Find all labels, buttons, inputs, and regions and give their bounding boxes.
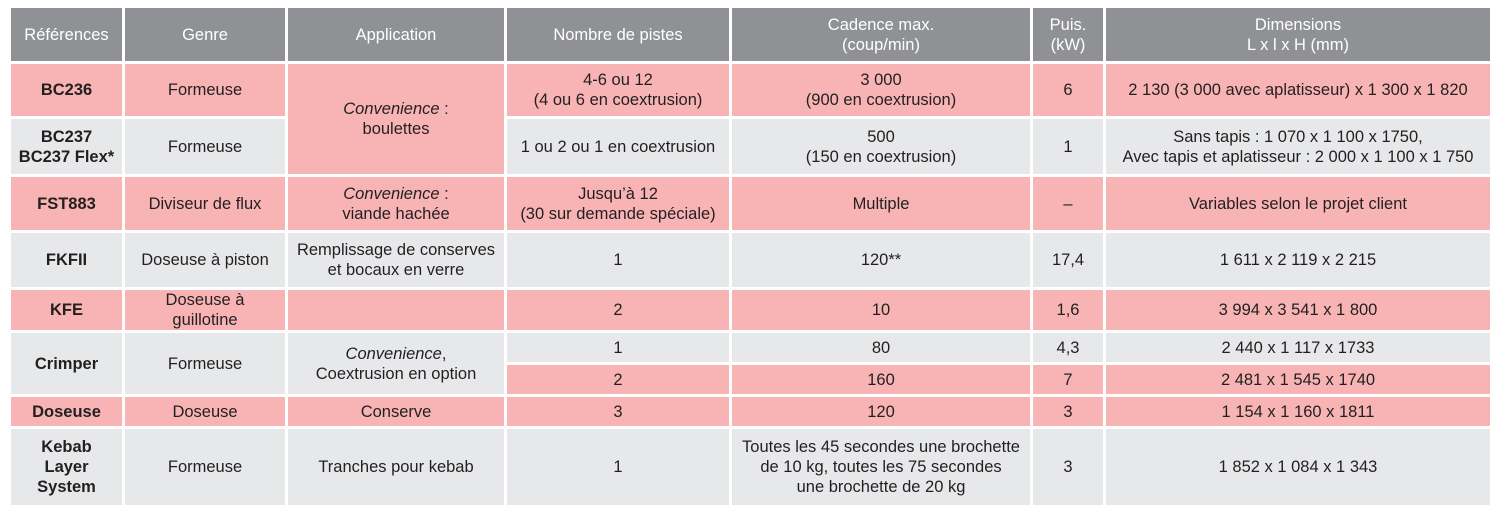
cell-puissance: 6 <box>1033 64 1103 116</box>
cell-dimensions: 3 994 x 3 541 x 1 800 <box>1106 290 1490 330</box>
cell-cadence: 120 <box>732 397 1030 426</box>
cell-application: Convenience : viande hachée <box>288 177 504 230</box>
header-cadence: Cadence max. (coup/min) <box>732 8 1030 61</box>
cell-application <box>288 290 504 330</box>
cell-dimensions: 1 611 x 2 119 x 2 215 <box>1106 233 1490 287</box>
cell-pistes: Jusqu’à 12 (30 sur demande spéciale) <box>507 177 729 230</box>
cell-puissance: 7 <box>1033 365 1103 394</box>
cell-dimensions: 2 440 x 1 117 x 1733 <box>1106 333 1490 362</box>
cell-application: Conserve <box>288 397 504 426</box>
table-row-crimper-variant-2: 2 160 7 2 481 x 1 545 x 1740 <box>11 365 1490 394</box>
cell-puissance: 4,3 <box>1033 333 1103 362</box>
cell-reference: Doseuse <box>11 397 122 426</box>
cell-cadence: Toutes les 45 secondes une brochette de 1… <box>732 429 1030 505</box>
cell-reference: Crimper <box>11 333 122 394</box>
cell-pistes: 1 <box>507 233 729 287</box>
cell-pistes: 2 <box>507 365 729 394</box>
cell-cadence: Multiple <box>732 177 1030 230</box>
cell-puissance: – <box>1033 177 1103 230</box>
cell-application: Convenience : boulettes <box>288 64 504 174</box>
cell-pistes: 4-6 ou 12 (4 ou 6 en coextrusion) <box>507 64 729 116</box>
table-row-kebab-layer-system: Kebab Layer System Formeuse Tranches pour … <box>11 429 1490 505</box>
header-application: Application <box>288 8 504 61</box>
cell-cadence: 3 000 (900 en coextrusion) <box>732 64 1030 116</box>
table-row-doseuse: Doseuse Doseuse Conserve 3 120 3 1 154 x… <box>11 397 1490 426</box>
cell-puissance: 17,4 <box>1033 233 1103 287</box>
header-nombre-pistes: Nombre de pistes <box>507 8 729 61</box>
cell-reference: Kebab Layer System <box>11 429 122 505</box>
cell-pistes: 1 ou 2 ou 1 en coextrusion <box>507 119 729 174</box>
cell-puissance: 1,6 <box>1033 290 1103 330</box>
cell-genre: Doseuse à guillotine <box>125 290 285 330</box>
cell-cadence: 160 <box>732 365 1030 394</box>
cell-cadence: 80 <box>732 333 1030 362</box>
cell-application: Convenience, Coextrusion en option <box>288 333 504 394</box>
cell-pistes: 1 <box>507 333 729 362</box>
table-row-crimper: Crimper Formeuse Convenience, Coextrusio… <box>11 333 1490 394</box>
table-row-fkfii: FKFII Doseuse à piston Remplissage de co… <box>11 233 1490 287</box>
specifications-table: Références Genre Application Nombre de p… <box>8 5 1493 508</box>
cell-pistes: 3 <box>507 397 729 426</box>
cell-genre: Doseuse à piston <box>125 233 285 287</box>
cell-cadence: 120** <box>732 233 1030 287</box>
cell-genre: Formeuse <box>125 333 285 394</box>
cell-puissance: 1 <box>1033 119 1103 174</box>
table-row-bc236: BC236 Formeuse Convenience : boulettes 4… <box>11 64 1490 174</box>
cell-dimensions: 2 130 (3 000 avec aplatisseur) x 1 300 x… <box>1106 64 1490 116</box>
cell-genre: Formeuse <box>125 119 285 174</box>
cell-dimensions: 2 481 x 1 545 x 1740 <box>1106 365 1490 394</box>
cell-dimensions: 1 852 x 1 084 x 1 343 <box>1106 429 1490 505</box>
header-puissance: Puis. (kW) <box>1033 8 1103 61</box>
cell-cadence: 10 <box>732 290 1030 330</box>
cell-dimensions: Variables selon le projet client <box>1106 177 1490 230</box>
header-row: Références Genre Application Nombre de p… <box>11 8 1490 61</box>
cell-genre: Diviseur de flux <box>125 177 285 230</box>
table-row-bc237: BC237 BC237 Flex* Formeuse 1 ou 2 ou 1 en… <box>11 119 1490 174</box>
cell-genre: Doseuse <box>125 397 285 426</box>
cell-application: Tranches pour kebab <box>288 429 504 505</box>
cell-reference: FKFII <box>11 233 122 287</box>
cell-dimensions: 1 154 x 1 160 x 1811 <box>1106 397 1490 426</box>
cell-pistes: 1 <box>507 429 729 505</box>
cell-reference: FST883 <box>11 177 122 230</box>
cell-application: Remplissage de conserves et bocaux en ver… <box>288 233 504 287</box>
cell-puissance: 3 <box>1033 429 1103 505</box>
cell-pistes: 2 <box>507 290 729 330</box>
cell-reference: KFE <box>11 290 122 330</box>
table-row-fst883: FST883 Diviseur de flux Convenience : vi… <box>11 177 1490 230</box>
cell-reference: BC237 BC237 Flex* <box>11 119 122 174</box>
cell-puissance: 3 <box>1033 397 1103 426</box>
cell-genre: Formeuse <box>125 64 285 116</box>
cell-cadence: 500 (150 en coextrusion) <box>732 119 1030 174</box>
header-references: Références <box>11 8 122 61</box>
cell-reference: BC236 <box>11 64 122 116</box>
table-row-kfe: KFE Doseuse à guillotine 2 10 1,6 3 994 … <box>11 290 1490 330</box>
header-dimensions: Dimensions L x l x H (mm) <box>1106 8 1490 61</box>
header-genre: Genre <box>125 8 285 61</box>
cell-genre: Formeuse <box>125 429 285 505</box>
cell-dimensions: Sans tapis : 1 070 x 1 100 x 1750, Avec t… <box>1106 119 1490 174</box>
